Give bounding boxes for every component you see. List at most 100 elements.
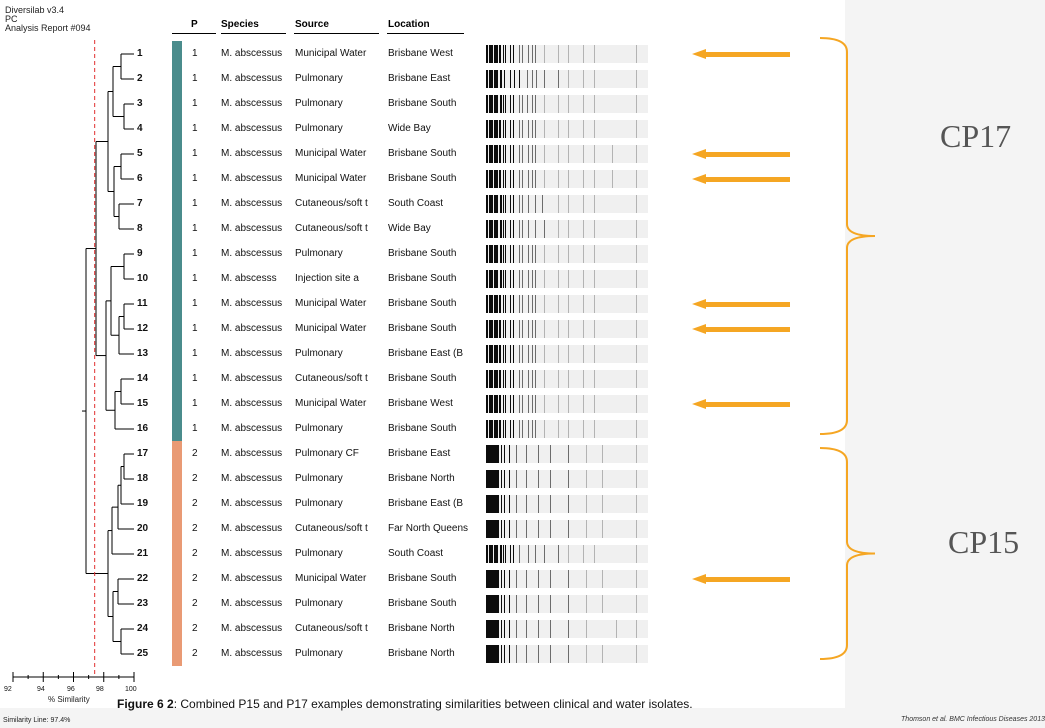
fingerprint-band <box>519 370 520 388</box>
fingerprint-band <box>535 295 536 313</box>
fingerprint-band <box>568 395 569 413</box>
citation-credit: Thomson et al. BMC Infectious Diseases 2… <box>901 716 1045 723</box>
species-cell: M. abscessus <box>221 598 283 609</box>
rep-pcr-fingerprint <box>486 520 648 538</box>
fingerprint-band <box>586 595 587 613</box>
fingerprint-band <box>519 395 520 413</box>
fingerprint-band <box>491 145 493 163</box>
fingerprint-band <box>602 570 603 588</box>
fingerprint-band <box>544 145 545 163</box>
fingerprint-band <box>486 45 488 63</box>
fingerprint-band <box>500 245 502 263</box>
fingerprint-band <box>550 570 551 588</box>
species-cell: M. abscessus <box>221 373 283 384</box>
fingerprint-band <box>544 545 545 563</box>
fingerprint-band <box>486 570 488 588</box>
source-cell: Municipal Water <box>295 48 367 59</box>
fingerprint-band <box>594 120 595 138</box>
fingerprint-band <box>494 645 496 663</box>
fingerprint-band <box>505 395 506 413</box>
source-cell: Pulmonary <box>295 248 343 259</box>
fingerprint-band <box>491 545 493 563</box>
source-cell: Cutaneous/soft t <box>295 523 368 534</box>
fingerprint-band <box>492 495 494 513</box>
fingerprint-band <box>544 420 545 438</box>
fingerprint-band <box>498 570 499 588</box>
fingerprint-band <box>522 420 523 438</box>
fingerprint-band <box>494 370 496 388</box>
fingerprint-band <box>528 195 529 213</box>
fingerprint-band <box>488 620 490 638</box>
fingerprint-band <box>558 70 559 88</box>
fingerprint-band <box>496 345 498 363</box>
fingerprint-band <box>519 45 520 63</box>
fingerprint-band <box>594 545 595 563</box>
fingerprint-band <box>490 495 492 513</box>
pattern-cell: 2 <box>192 648 198 659</box>
fingerprint-band <box>558 295 559 313</box>
fingerprint-band <box>568 170 569 188</box>
fingerprint-band <box>519 220 520 238</box>
rep-pcr-fingerprint <box>486 145 648 163</box>
fingerprint-band <box>535 45 536 63</box>
fingerprint-band <box>558 345 559 363</box>
fingerprint-band <box>496 95 498 113</box>
fingerprint-band <box>532 145 533 163</box>
fingerprint-band <box>496 545 498 563</box>
fingerprint-band <box>513 370 514 388</box>
location-cell: Brisbane East (B <box>388 498 464 509</box>
fingerprint-band <box>526 620 527 638</box>
fingerprint-band <box>491 195 493 213</box>
water-isolate-arrow <box>692 149 790 159</box>
fingerprint-band <box>583 245 584 263</box>
fingerprint-band <box>504 495 505 513</box>
fingerprint-band <box>510 45 511 63</box>
fingerprint-lane <box>486 70 648 88</box>
source-cell: Municipal Water <box>295 298 367 309</box>
pattern-cell: 2 <box>192 573 198 584</box>
fingerprint-band <box>516 520 517 538</box>
fingerprint-band <box>494 120 496 138</box>
fingerprint-band <box>522 145 523 163</box>
fingerprint-band <box>496 220 498 238</box>
fingerprint-band <box>522 270 523 288</box>
fingerprint-band <box>550 470 551 488</box>
fingerprint-band <box>504 570 505 588</box>
fingerprint-band <box>544 45 545 63</box>
fingerprint-band <box>513 220 514 238</box>
fingerprint-lane <box>486 345 648 363</box>
fingerprint-band <box>535 345 536 363</box>
fingerprint-band <box>568 645 569 663</box>
fingerprint-band <box>538 520 539 538</box>
fingerprint-band <box>526 595 527 613</box>
fingerprint-band <box>510 370 511 388</box>
fingerprint-band <box>568 45 569 63</box>
fingerprint-band <box>491 320 493 338</box>
location-cell: Brisbane East <box>388 73 451 84</box>
fingerprint-lane <box>486 245 648 263</box>
fingerprint-band <box>528 395 529 413</box>
fingerprint-band <box>594 345 595 363</box>
fingerprint-band <box>504 445 505 463</box>
fingerprint-band <box>532 295 533 313</box>
source-cell: Pulmonary <box>295 498 343 509</box>
source-cell: Injection site a <box>295 273 359 284</box>
fingerprint-band <box>498 470 499 488</box>
fingerprint-band <box>594 170 595 188</box>
isolate-number: 20 <box>137 523 149 534</box>
fingerprint-band <box>527 95 528 113</box>
fingerprint-band <box>505 270 506 288</box>
fingerprint-band <box>489 395 491 413</box>
fingerprint-band <box>510 95 511 113</box>
fingerprint-band <box>510 120 511 138</box>
fingerprint-band <box>494 520 496 538</box>
fingerprint-band <box>568 145 569 163</box>
fingerprint-band <box>568 445 569 463</box>
fingerprint-band <box>528 295 529 313</box>
rep-pcr-fingerprint <box>486 95 648 113</box>
fingerprint-band <box>513 420 514 438</box>
isolate-number: 7 <box>137 198 143 209</box>
fingerprint-band <box>544 220 545 238</box>
location-cell: Brisbane South <box>388 323 457 334</box>
column-header-species: Species <box>221 19 259 30</box>
